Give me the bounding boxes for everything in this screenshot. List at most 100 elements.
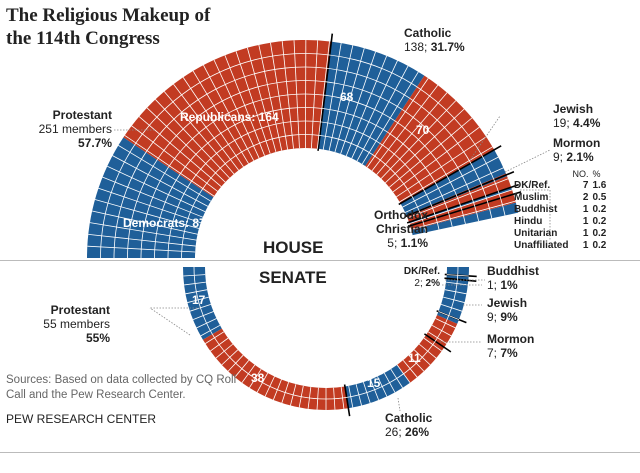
senate-grid-line [196, 318, 217, 329]
senate-grid-line [183, 274, 206, 277]
senate-grid-line [446, 274, 469, 277]
senate-label: SENATE [259, 268, 327, 287]
house-grid-line [88, 233, 196, 247]
house-grid-line [94, 199, 200, 229]
house-mormon-label: Mormon 9; 2.1% [553, 136, 601, 164]
house-grid-line [316, 41, 330, 149]
senate-catholic-label: Catholic 26; 26% [385, 411, 433, 439]
senate-segment-protestant-D [183, 267, 222, 340]
table-cell: 0.5 [592, 192, 607, 203]
house-grid-line [131, 125, 218, 192]
table-cell: Hindu [514, 216, 543, 227]
house-grid-line [380, 100, 457, 179]
house-grid-line [366, 77, 429, 168]
table-header: NO. [572, 169, 589, 179]
house-grid-line [402, 156, 499, 208]
house-grid-line [98, 187, 201, 224]
house-grid-line [411, 200, 516, 230]
table-cell: 1 [582, 228, 589, 239]
senate-grid-line [340, 386, 345, 409]
senate-grid-line [444, 289, 467, 295]
table-row: Buddhist 1 0.2 [512, 204, 608, 216]
house-grid-line [361, 71, 419, 165]
senate-protestant-d-label: 17 [192, 293, 206, 307]
house-grid-line [409, 189, 513, 224]
divider [0, 260, 640, 261]
house-grid-line [182, 77, 244, 168]
senate-catholic-d-label: 15 [367, 376, 381, 390]
house-grid-line [173, 83, 239, 171]
senate-grid-line [215, 343, 234, 359]
house-segment-protestant-D [87, 137, 214, 258]
senate-grid-line [431, 324, 452, 337]
senate-grid-line [189, 304, 212, 312]
table-cell: 1.6 [592, 180, 607, 191]
house-grid-line [392, 126, 480, 193]
senate-grid-line [290, 384, 297, 406]
house-grid-line [322, 42, 342, 150]
senate-grid-line [234, 359, 250, 378]
house-grid-line [351, 60, 398, 159]
senate-grid-line [435, 318, 456, 329]
senate-grid-line [184, 281, 207, 286]
house-grid-line [340, 51, 376, 155]
senate-grid-line [418, 343, 437, 359]
table-cell: 7 [582, 180, 589, 191]
senate-grid-line [438, 311, 460, 321]
table-row: Unaffiliated 1 0.2 [512, 240, 608, 252]
house-grid-line [293, 40, 300, 149]
senate-grid-line [355, 384, 362, 406]
house-grid-line [396, 136, 487, 198]
house-grid-line [146, 107, 226, 183]
senate-segment-protestant-R [202, 328, 349, 410]
senate-protestant-r-label: 38 [251, 371, 265, 385]
house-grid-line [118, 145, 212, 202]
table-cell: 1 [582, 216, 589, 227]
house-grid-line [213, 59, 260, 159]
senate-segment-catholic-D [344, 364, 411, 409]
table-cell: Buddhist [514, 204, 558, 215]
house-catholic-label: Catholic 138; 31.7% [404, 26, 465, 54]
senate-grid-line [241, 364, 256, 383]
house-democrats-label: Democrats: 87 [123, 216, 206, 230]
house-grid-line [345, 55, 388, 157]
senate-grid-line [383, 372, 396, 393]
senate-grid-line [307, 386, 312, 409]
table-header: % [592, 169, 601, 179]
house-grid-line [270, 42, 288, 150]
senate-grid-line [408, 354, 425, 372]
senate-group-divider [343, 384, 351, 417]
house-grid-line [235, 51, 271, 154]
senate-grid-line [227, 354, 244, 372]
house-grid-line [224, 55, 265, 156]
house-grid-line [124, 135, 215, 197]
house-grid-line [356, 65, 409, 162]
house-group-divider [404, 171, 515, 218]
house-grid-line [385, 108, 465, 184]
house-grid-line [389, 117, 473, 188]
leader-line [397, 397, 401, 412]
senate-jewish-label: Jewish 9; 9% [487, 296, 528, 324]
house-grid-line [407, 178, 509, 219]
table-row: Hindu 1 0.2 [512, 216, 608, 228]
house-label: HOUSE [263, 238, 324, 257]
other-religions-table: NO.% DK/Ref. 7 1.6 Muslim 2 0.5 Buddhist 1 0.2 Hi… [512, 168, 608, 252]
table-cell: DK/Ref. [514, 180, 551, 191]
senate-grid-line [390, 368, 403, 388]
senate-grid-line [396, 364, 411, 383]
house-grid-line [334, 48, 365, 153]
table-cell: 0.2 [592, 216, 607, 227]
senate-grid-line [210, 337, 229, 352]
senate-grid-line [272, 379, 282, 401]
senate-grid-line [333, 387, 336, 410]
senate-grid-line [298, 385, 304, 408]
senate-buddhist-label: Buddhist 1; 1% [487, 264, 539, 292]
house-protestant-label: Protestant 251 members 57.7% [38, 108, 112, 150]
table-cell: Muslim [514, 192, 549, 203]
house-jewish-label: Jewish 19; 4.4% [553, 102, 601, 130]
house-catholic-d-label: 68 [340, 90, 354, 104]
table-cell: 1 [582, 240, 589, 251]
table-cell: 2 [582, 192, 589, 203]
house-grid-line [92, 210, 198, 235]
